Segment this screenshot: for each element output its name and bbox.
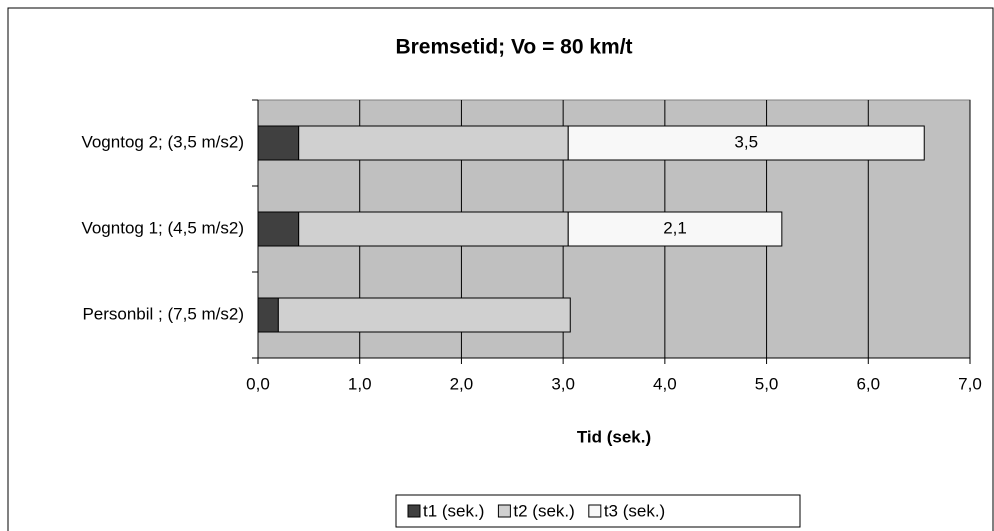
x-tick-label: 6,0	[856, 374, 880, 393]
y-tick-label: Vogntog 1; (4,5 m/s2)	[81, 218, 244, 237]
data-label: 3,5	[734, 132, 758, 151]
x-axis-title: Tid (sek.)	[577, 427, 651, 446]
legend-swatch	[407, 504, 421, 518]
chart-title: Bremsetid; Vo = 80 km/t	[395, 36, 632, 59]
legend-swatch	[497, 504, 511, 518]
bar-segment	[298, 125, 569, 161]
legend-label: t3 (sek.)	[604, 501, 665, 520]
legend-label: t2 (sek.)	[513, 501, 574, 520]
legend-swatch	[588, 504, 602, 518]
bar-segment	[257, 211, 300, 247]
x-tick-label: 3,0	[551, 374, 575, 393]
x-tick-label: 0,0	[246, 374, 270, 393]
bar-segment	[567, 211, 783, 247]
bar-segment	[277, 297, 571, 333]
x-tick-label: 4,0	[653, 374, 677, 393]
bar-segment	[257, 125, 300, 161]
data-label: 2,1	[663, 218, 687, 237]
x-tick-label: 2,0	[450, 374, 474, 393]
legend-label: t1 (sek.)	[423, 501, 484, 520]
x-tick-label: 5,0	[755, 374, 779, 393]
bar-segment	[257, 297, 279, 333]
x-tick-label: 1,0	[348, 374, 372, 393]
bar-segment	[567, 125, 925, 161]
x-tick-label: 7,0	[958, 374, 982, 393]
bar-segment	[298, 211, 569, 247]
y-tick-label: Personbil ; (7,5 m/s2)	[82, 304, 244, 323]
y-tick-label: Vogntog 2; (3,5 m/s2)	[81, 132, 244, 151]
